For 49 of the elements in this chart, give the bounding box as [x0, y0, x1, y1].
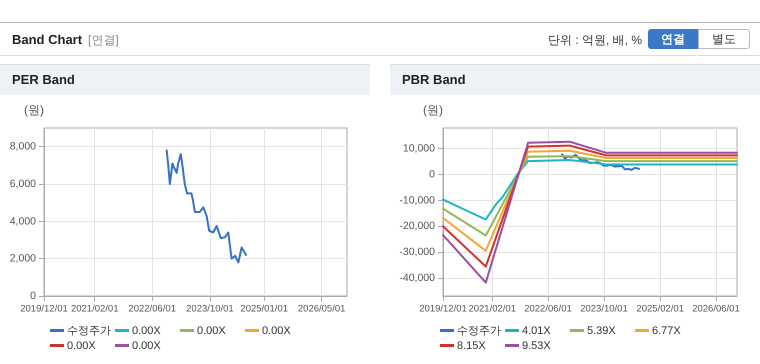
legend-label: 6.77X [652, 324, 681, 336]
x-tick-label: 2022/06/01 [524, 304, 572, 314]
y-tick-label: -30,000 [399, 246, 436, 258]
legend-label: 5.39X [587, 324, 616, 336]
y-tick-label: 0 [429, 168, 436, 181]
legend-label: 수정주가 [457, 324, 501, 338]
x-tick-label: 2022/06/01 [128, 304, 176, 314]
y-tick-label: 0 [30, 290, 36, 302]
line-series [166, 149, 248, 264]
line-series [561, 153, 640, 171]
y-tick-label: 4,000 [10, 215, 36, 228]
legend-label: 9.53X [522, 340, 551, 352]
y-tick-label: 10,000 [402, 142, 436, 155]
x-tick-label: 2023/10/01 [580, 304, 628, 314]
line-series [442, 150, 738, 252]
legend-label: 0.00X [262, 324, 291, 336]
y-tick-label: 2,000 [10, 252, 36, 265]
chart-title: PBR Band [390, 65, 760, 95]
legend-label: 4.01X [522, 324, 551, 336]
x-tick-label: 2026/06/01 [692, 304, 740, 314]
x-tick-label: 2019/12/01 [20, 304, 68, 314]
legend-label: 8.15X [457, 340, 486, 352]
legend-label: 0.00X [197, 324, 226, 336]
legend-label: 0.00X [67, 340, 96, 352]
legend-label: 0.00X [132, 324, 161, 336]
y-tick-label: 8,000 [10, 140, 36, 153]
x-tick-label: 2021/02/01 [468, 304, 516, 314]
y-tick-label: -20,000 [399, 220, 436, 232]
x-tick-label: 2023/10/01 [186, 304, 234, 314]
x-tick-label: 2019/12/01 [419, 304, 467, 314]
x-tick-label: 2026/05/01 [298, 304, 346, 314]
y-axis-title: (원) [423, 103, 443, 117]
text: 연결 [648, 29, 698, 49]
legend-label: 수정주가 [67, 324, 111, 338]
text: [연결] [88, 32, 119, 49]
x-tick-label: 2021/02/01 [70, 304, 118, 314]
x-tick-label: 2025/01/01 [240, 304, 288, 314]
y-axis-title: (원) [24, 103, 44, 117]
x-tick-label: 2025/02/01 [636, 304, 684, 314]
y-tick-label: 6,000 [10, 178, 36, 190]
text: 별도 [698, 29, 750, 49]
line-series [442, 155, 738, 237]
y-tick-label: -40,000 [399, 272, 436, 284]
y-tick-label: -10,000 [399, 194, 436, 206]
legend-label: 0.00X [132, 340, 161, 352]
text: 단위 : 억원, 배, % [548, 32, 642, 49]
text: Band Chart [12, 32, 82, 47]
line-series [442, 159, 738, 220]
chart-title: PER Band [0, 65, 370, 95]
